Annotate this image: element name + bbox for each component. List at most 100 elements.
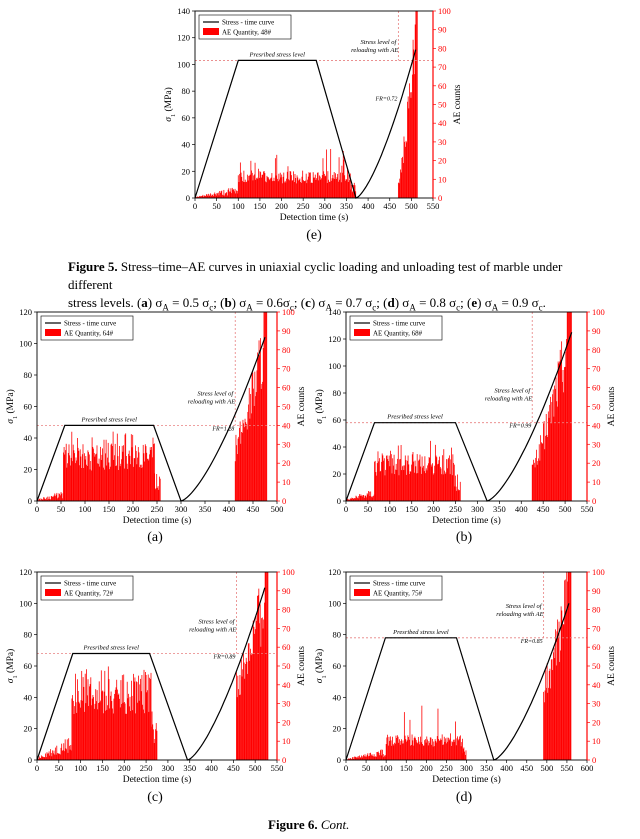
y2-tick-label: 70	[282, 364, 291, 374]
figure5-caption-label: Figure 5.	[68, 259, 118, 274]
y-tick-label: 0	[337, 755, 341, 765]
caption-fragment: A	[325, 302, 332, 313]
x-tick-label: 450	[537, 504, 550, 514]
x-tick-label: 600	[581, 763, 594, 773]
ae-bars	[195, 11, 418, 198]
y2-tick-label: 20	[592, 717, 601, 727]
annot-reload-2: reloading with AE	[188, 398, 235, 405]
y-tick-label: 80	[24, 370, 33, 380]
x-tick-label: 500	[405, 201, 418, 211]
stress-curve	[36, 587, 266, 761]
y-tick-label: 60	[24, 402, 33, 412]
y2-tick-label: 100	[282, 567, 295, 577]
caption-fragment: c	[456, 302, 461, 313]
x-tick-label: 50	[57, 504, 66, 514]
y-axis-title-unit: (MPa)	[314, 649, 325, 676]
x-tick-label: 0	[344, 763, 348, 773]
y-axis-title: σ1 (MPa)	[163, 87, 177, 122]
panel-label-b: (b)	[455, 530, 473, 545]
x-tick-label: 550	[581, 504, 594, 514]
annot-fr: FR=1.28	[211, 426, 234, 432]
caption-fragment: = 0.6σ	[252, 295, 290, 310]
y2-tick-label: 30	[438, 137, 447, 147]
y-tick-label: 20	[24, 724, 33, 734]
x-tick-label: 0	[344, 504, 348, 514]
annot-reload-1: Stress level of	[494, 388, 531, 395]
caption-fragment: ) σ	[147, 295, 163, 310]
panel-label-c: (c)	[147, 790, 163, 805]
annot-reload-1: Stress level of	[506, 603, 543, 610]
annot-prescribed: Presribed stress level	[386, 414, 443, 421]
y2-tick-label: 20	[438, 156, 447, 166]
legend-line-label: Stress - time curve	[373, 580, 425, 588]
annot-reload-1: Stress level of	[361, 39, 398, 46]
y2-tick-label: 90	[592, 326, 601, 336]
y2-tick-label: 80	[438, 43, 447, 53]
x-axis-title: Detection time (s)	[280, 212, 349, 223]
x-tick-label: 200	[420, 763, 433, 773]
caption-fragment: ) σ	[231, 295, 247, 310]
chart-e: 0 50 100 150 200 250 300 350 400 450 500 550Detecti…	[163, 6, 463, 223]
caption-fragment: = 0.9 σ	[498, 295, 539, 310]
y-tick-label: 0	[186, 193, 190, 203]
y-tick-label: 140	[328, 307, 341, 317]
caption-fragment: = 0.7 σ	[331, 295, 373, 310]
legend-bar-swatch	[354, 329, 370, 336]
legend-bar-swatch	[354, 589, 370, 596]
x-tick-label: 50	[362, 763, 371, 773]
y-tick-label: 80	[182, 86, 191, 96]
x-tick-label: 150	[103, 504, 116, 514]
y-tick-label: 120	[177, 33, 190, 43]
chart-a: 0 50 100 150 200 250 300 350 400 450 500Detection …	[5, 307, 307, 526]
y2-tick-label: 100	[592, 567, 605, 577]
legend-bar-swatch	[203, 28, 219, 35]
y2-tick-label: 0	[282, 496, 286, 506]
stress-curve	[194, 49, 417, 199]
ae-bars	[346, 572, 572, 760]
x-tick-label: 350	[493, 504, 506, 514]
y2-tick-label: 70	[282, 623, 291, 633]
annot-reload-2: reloading with AE	[351, 47, 398, 54]
legend-line-label: Stress - time curve	[64, 320, 116, 328]
caption-fragment: = 0.5 σ	[168, 295, 210, 310]
figure6-caption-label: Figure 6.	[268, 817, 318, 832]
x-tick-label: 300	[471, 504, 484, 514]
annot-prescribed: Presribed stress level	[82, 644, 139, 651]
x-axis-title: Detection time (s)	[123, 515, 192, 526]
x-tick-label: 350	[199, 504, 212, 514]
y-tick-label: 140	[177, 6, 190, 16]
y-axis-title: σ1 (MPa)	[314, 389, 328, 424]
caption-fragment: ; (	[460, 295, 472, 310]
stress-curve	[345, 603, 570, 761]
y2-tick-label: 10	[592, 477, 601, 487]
x-tick-label: 350	[340, 201, 353, 211]
caption-fragment: e	[471, 295, 478, 310]
y2-tick-label: 50	[592, 402, 601, 412]
x-tick-label: 0	[35, 763, 39, 773]
y-axis-title-unit: (MPa)	[5, 389, 16, 416]
x-tick-label: 450	[247, 504, 260, 514]
y2-tick-label: 50	[282, 661, 291, 671]
caption-fragment: ; (	[293, 295, 306, 310]
y-axis-title-sigma: σ	[6, 419, 16, 424]
caption-fragment: stress levels. (	[68, 295, 142, 310]
y2-tick-label: 40	[282, 680, 291, 690]
y2-tick-label: 10	[282, 477, 291, 487]
x-tick-label: 550	[561, 763, 574, 773]
x-tick-label: 200	[427, 504, 440, 514]
chart-c: 0 50 100 150 200 250 300 350 400 450 500 550Detecti…	[5, 567, 307, 785]
y2-tick-label: 80	[592, 345, 601, 355]
x-tick-label: 200	[118, 763, 131, 773]
x-tick-label: 100	[383, 504, 396, 514]
x-tick-label: 250	[297, 201, 310, 211]
x-axis-title: Detection time (s)	[432, 774, 501, 785]
x-tick-label: 550	[427, 201, 440, 211]
y-axis-title-sub: 1	[12, 416, 19, 419]
chart-b: 0 50 100 150 200 250 300 350 400 450 500 550Detecti…	[314, 307, 617, 526]
y2-tick-label: 30	[592, 439, 601, 449]
caption-fragment: b	[224, 295, 232, 310]
x-tick-label: 0	[193, 201, 197, 211]
x-tick-label: 300	[460, 763, 473, 773]
y-tick-label: 20	[24, 465, 33, 475]
y-tick-label: 120	[328, 567, 341, 577]
